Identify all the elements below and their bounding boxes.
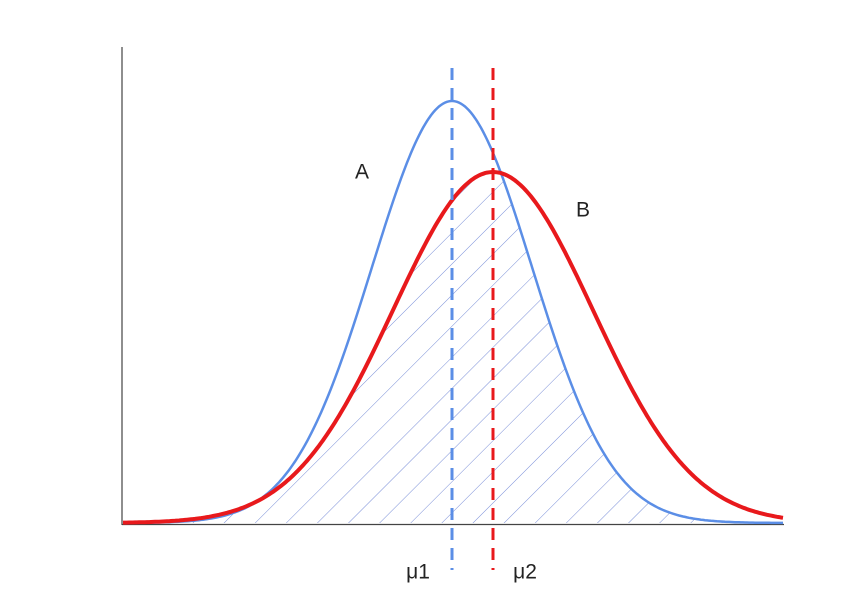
mean-1-label: μ1 [406, 561, 430, 584]
overlap-area [123, 172, 783, 523]
curve-b-label: B [576, 199, 590, 222]
mean-2-label: μ2 [513, 561, 537, 584]
curve-a-label: A [355, 161, 369, 184]
